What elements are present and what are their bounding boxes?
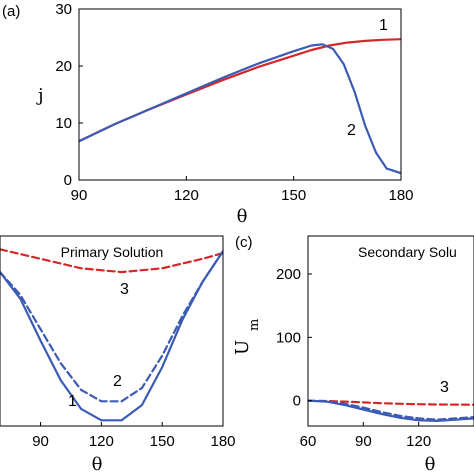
panel-c-y-tick-label: 100 [276,329,301,346]
panel-c-x-tick-label: 60 [300,433,317,450]
panel-b-title: Primary Solution [61,244,164,260]
panel-b-frame [0,235,224,427]
panel-c-frame [307,235,474,427]
panel-a-x-tick-label: 150 [281,187,306,204]
panel-a-y-tick-label: 0 [64,172,72,189]
panel-b-xlabel: θ [92,454,103,474]
panel-b-series-line-1 [0,248,223,274]
panel-a-curve-label-2: 2 [347,122,356,139]
panel-a-ylabel: j [36,85,44,106]
panel-a-y-tick-label: 30 [55,1,72,18]
panel-a-x-tick-label: 180 [388,187,413,204]
panel-a-frame [78,8,402,181]
panel-c-plot [308,399,474,422]
panel-a-x-ticks: 90 120 150 180 [71,176,414,204]
panel-b-x-tick-label: 150 [150,433,175,450]
panel-c-ylabel-sub: m [247,319,262,331]
panel-b-curve-label-1: 1 [68,393,77,410]
panel-a-label: (a) [2,3,20,20]
panel-b-series-line-3 [0,250,223,422]
panel-b-x-ticks: 90 120 150 180 [32,422,236,450]
panel-a-y-tick-label: 20 [55,58,72,75]
panel-c-x-tick-label: 120 [406,433,431,450]
panel-a-x-tick-label: 120 [174,187,199,204]
panel-b: Primary Solution 90 120 150 180 θ 3 2 1 [0,235,236,474]
panel-a-plot [79,38,401,175]
panel-a-series-line-2 [79,43,401,175]
panel-b-x-tick-label: 180 [210,433,235,450]
panel-b-curve-label-3: 3 [120,281,129,298]
panel-c-y-tick-label: 200 [276,266,301,283]
panel-a: (a) j 90 120 150 180 0 10 20 30 θ 1 2 [2,1,414,227]
panel-c-curve-label-3: 3 [440,379,449,396]
panel-c-label: (c) [235,234,253,251]
panel-c-x-ticks: 60 90 120 [300,422,431,450]
panel-a-xlabel: θ [237,206,248,227]
panel-b-plot [0,248,223,422]
panel-b-x-tick-label: 90 [32,433,49,450]
panel-c-x-tick-label: 90 [355,433,372,450]
panel-a-y-tick-label: 10 [55,115,72,132]
panel-b-series-line-2 [0,250,223,403]
panel-c-y-tick-label: 0 [293,393,301,410]
panel-b-x-tick-label: 120 [89,433,114,450]
panel-a-x-tick-label: 90 [71,187,88,204]
panel-a-curve-label-1: 1 [379,17,388,34]
panel-a-y-ticks: 0 10 20 30 [55,1,83,189]
panel-c-series-line-1 [308,399,474,406]
panel-c-title: Secondary Solu [358,244,457,260]
panel-c-xlabel: θ [425,454,436,474]
panel-c-y-ticks: 0 100 200 [276,266,312,410]
panel-c: (c) U m Secondary Solu 60 90 120 0 100 200 θ… [232,234,474,474]
panel-c-ylabel: U [232,340,253,355]
panel-c-series-line-3 [308,399,474,422]
panel-b-curve-label-2: 2 [113,373,122,390]
